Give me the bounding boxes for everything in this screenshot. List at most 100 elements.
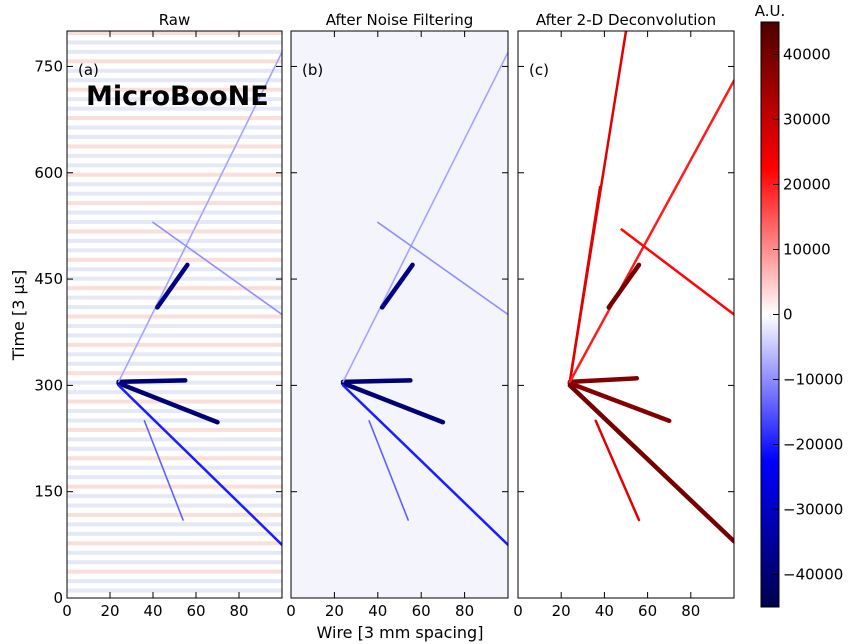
noise-stripe [67,390,282,395]
noise-stripe [67,257,282,262]
noise-stripe [67,87,282,92]
x-tick-label: 40 [368,602,387,620]
noise-stripe [67,153,282,158]
noise-stripe [67,59,282,64]
noise-stripe [67,210,282,215]
noise-stripe [67,550,282,555]
track-line [376,221,508,316]
noise-stripe [67,191,282,196]
colorbar-tick-label: 30000 [783,111,831,129]
noise-stripe [67,68,282,73]
track-line [567,383,734,544]
heatmap-tracks [567,31,734,544]
colorbar-tick-label: 10000 [783,241,831,259]
noise-stripe [67,361,282,366]
noise-stripe [67,106,282,111]
colorbar-tick-label: −30000 [783,501,843,519]
panel-frame [66,30,283,599]
track-line [117,51,282,383]
y-tick-label: 750 [34,57,63,75]
noise-stripe [67,531,282,536]
colorbar-tick-label: −10000 [783,371,843,389]
noise-stripe [67,475,282,480]
panel-title: After 2-D Deconvolution [536,11,716,29]
x-tick-label: 80 [229,602,248,620]
noise-stripe [67,276,282,281]
noise-stripe [67,399,282,404]
noise-stripe [67,560,282,565]
colorbar-tick-label: 20000 [783,176,831,194]
x-tick-label: 0 [513,602,523,620]
noise-stripe [67,220,282,224]
noise-stripe [67,134,282,139]
heatmap-tracks [67,31,282,593]
track-line [342,51,508,383]
noise-stripe [67,418,282,423]
colorbar-tick-label: 40000 [783,46,831,64]
y-tick-label: 0 [53,589,63,607]
noise-stripe [67,541,282,546]
noise-stripe [67,31,282,35]
noise-stripe [67,78,282,83]
noise-stripe [67,484,282,489]
noise-stripe [67,522,282,527]
track-line [152,221,282,316]
x-tick-label: 60 [638,602,657,620]
noise-stripe [67,144,282,149]
noise-stripe [67,352,282,357]
track-line [340,380,446,425]
panel-noise-filtered: After Noise Filtering (b) 0 20 40 60 80 [286,11,509,620]
noise-stripe [67,427,282,432]
panel-raw: Raw (a) 0 20 40 60 80 0 150 300 450 600 750 [34,11,283,620]
panel-letter: (c) [529,61,549,79]
panel-frame [517,30,735,599]
y-axis-label: Time [3 μs] [9,270,28,362]
x-tick-label: 40 [143,602,162,620]
track-line [567,380,672,424]
colorbar-tick-label: −40000 [783,566,843,584]
noise-stripe [67,125,282,130]
y-tick-label: 300 [34,376,63,394]
noise-stripe [67,512,282,517]
x-tick-label: 60 [186,602,205,620]
y-tick-label: 150 [34,483,63,501]
track-line [117,384,282,547]
x-tick-label: 20 [100,602,119,620]
panel-deconvolution: After 2-D Deconvolution (c) 0 20 40 60 80 [513,11,735,620]
track-line [568,79,734,384]
noise-stripe [67,371,282,376]
x-tick-label: 0 [62,602,72,620]
track-line [379,262,415,310]
noise-stripe [67,295,282,300]
track-line [340,378,413,385]
noise-stripe [67,465,282,470]
noise-stripe [67,97,282,102]
noise-stripe [67,314,282,319]
experiment-label: MicroBooNE [86,81,269,112]
panel-frame [290,30,509,599]
colorbar-ticks: 40000 30000 20000 10000 0 −10000 −20000 −30000 −… [773,46,843,584]
noise-stripe [67,40,282,45]
track-line [606,262,642,310]
heatmap-background [518,31,734,598]
colorbar-tick-label: −20000 [783,436,843,454]
x-tick-label: 80 [455,602,474,620]
noise-stripe [67,238,282,243]
panel-title: After Noise Filtering [326,11,474,29]
x-tick-label: 40 [595,602,614,620]
track-line [568,185,602,384]
x-axis-label: Wire [3 mm spacing] [317,623,484,642]
noise-stripe [67,182,282,187]
track-line [620,228,734,316]
panel-letter: (b) [302,61,323,79]
track-line [567,376,640,385]
noise-stripe [67,172,282,177]
noise-stripe [67,342,282,347]
noise-stripe [67,588,282,593]
noise-stripe [67,323,282,328]
noise-stripe [67,409,282,413]
track-line [143,420,184,521]
x-tick-label: 60 [412,602,431,620]
x-tick-label: 0 [286,602,296,620]
noise-stripe [67,229,282,234]
